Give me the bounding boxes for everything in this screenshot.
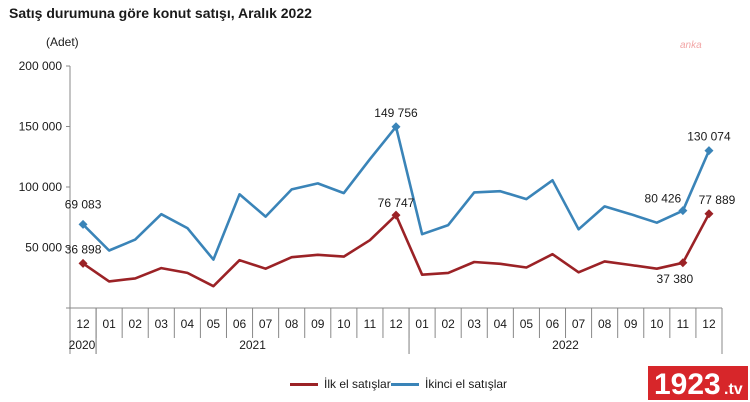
x-tick-label: 04 — [181, 317, 195, 331]
series-line-ilk-el — [82, 213, 711, 288]
y-tick-label: 200 000 — [19, 59, 63, 73]
x-tick-label: 12 — [389, 317, 403, 331]
series-line-ikinci-el — [82, 125, 711, 261]
watermark: anka — [680, 40, 702, 51]
data-label: 77 889 — [699, 193, 736, 207]
data-label: 69 083 — [65, 197, 102, 211]
x-tick-label: 02 — [129, 317, 143, 331]
x-tick-label: 12 — [76, 317, 90, 331]
year-label: 2021 — [239, 338, 266, 352]
x-tick-label: 06 — [546, 317, 560, 331]
x-tick-label: 03 — [468, 317, 482, 331]
year-label: 2020 — [69, 338, 96, 352]
x-tick-label: 10 — [337, 317, 351, 331]
x-tick-label: 10 — [650, 317, 664, 331]
marker-ilk-el — [678, 258, 688, 268]
marker-ikinci-el — [678, 206, 688, 216]
data-label: 36 898 — [65, 242, 102, 256]
x-tick-label: 07 — [572, 317, 586, 331]
x-tick-label: 11 — [677, 317, 690, 331]
marker-ikinci-el — [78, 219, 88, 229]
logo-suffix-text: .tv — [724, 381, 743, 398]
x-tick-label: 03 — [155, 317, 169, 331]
legend-item-ikinci-el: İkinci el satışlar — [391, 377, 507, 391]
legend-label-ilk-el: İlk el satışlar — [324, 377, 391, 391]
x-tick-label: 12 — [702, 317, 716, 331]
x-tick-label: 02 — [441, 317, 455, 331]
data-label: 37 380 — [657, 272, 694, 286]
marker-ilk-el — [704, 209, 714, 219]
x-tick-label: 08 — [285, 317, 299, 331]
x-tick-label: 06 — [233, 317, 247, 331]
legend-item-ilk-el: İlk el satışlar — [290, 377, 391, 391]
y-axis-label: (Adet) — [46, 35, 79, 49]
x-tick-label: 05 — [520, 317, 534, 331]
chart-title: Satış durumuna göre konut satışı, Aralık… — [9, 5, 312, 21]
data-label: 149 756 — [374, 106, 418, 120]
x-tick-label: 05 — [207, 317, 221, 331]
marker-ikinci-el — [391, 122, 401, 132]
x-tick-label: 08 — [598, 317, 612, 331]
data-label: 80 426 — [645, 192, 682, 206]
x-tick-label: 11 — [364, 317, 377, 331]
y-tick-label: 150 000 — [19, 120, 63, 134]
y-tick-label: 50 000 — [25, 241, 62, 255]
1923tv-logo: 1923 .tv — [648, 366, 748, 400]
marker-ikinci-el — [704, 146, 714, 156]
legend-label-ikinci-el: İkinci el satışlar — [425, 377, 508, 391]
x-tick-label: 09 — [311, 317, 325, 331]
data-label: 130 074 — [687, 130, 731, 144]
year-label: 2022 — [552, 338, 579, 352]
x-tick-label: 01 — [415, 317, 429, 331]
data-label: 76 747 — [378, 196, 415, 210]
logo-main-text: 1923 — [654, 368, 721, 400]
marker-ilk-el — [78, 258, 88, 268]
marker-ilk-el — [391, 210, 401, 220]
x-tick-label: 07 — [259, 317, 273, 331]
x-tick-label: 09 — [624, 317, 638, 331]
legend-swatch-ilk-el — [290, 382, 318, 386]
x-tick-label: 04 — [494, 317, 508, 331]
x-tick-label: 01 — [102, 317, 116, 331]
legend-swatch-ikinci-el — [391, 382, 419, 386]
y-tick-label: 100 000 — [19, 180, 63, 194]
